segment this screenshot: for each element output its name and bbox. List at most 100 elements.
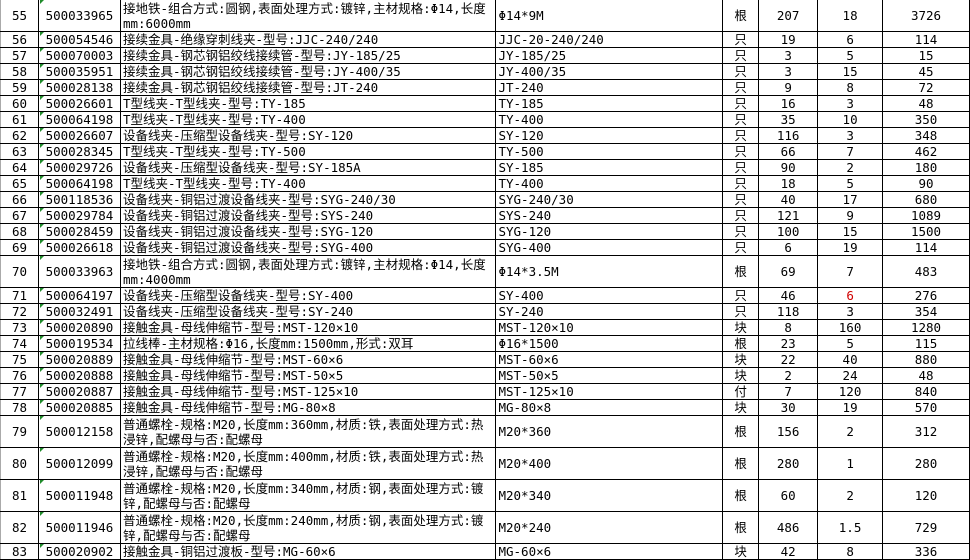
description-cell[interactable]: 普通螺栓-规格:M20,长度mm:240mm,材质:钢,表面处理方式:镀锌,配螺… — [119, 511, 497, 544]
unit-price-cell[interactable]: 2 — [817, 479, 884, 512]
row-number-cell[interactable]: 56 — [0, 31, 39, 48]
row-number-cell[interactable]: 65 — [0, 175, 39, 192]
unit-cell[interactable]: 只 — [722, 207, 760, 224]
description-cell[interactable]: T型线夹-T型线夹-型号:TY-400 — [119, 111, 497, 128]
material-code-cell[interactable]: 500020887 — [37, 383, 121, 400]
material-code-cell[interactable]: 500026618 — [37, 239, 121, 256]
unit-cell[interactable]: 只 — [722, 223, 760, 240]
spec-cell[interactable]: SY-120 — [495, 127, 724, 144]
description-cell[interactable]: 接地铁-组合方式:圆钢,表面处理方式:镀锌,主材规格:Φ14,长度mm:4000… — [119, 255, 497, 288]
description-cell[interactable]: 普通螺栓-规格:M20,长度mm:340mm,材质:钢,表面处理方式:镀锌,配螺… — [119, 479, 497, 512]
unit-price-cell[interactable]: 6 — [817, 31, 884, 48]
unit-price-cell[interactable]: 160 — [817, 319, 884, 336]
unit-cell[interactable]: 只 — [722, 31, 760, 48]
unit-price-cell[interactable]: 2 — [817, 159, 884, 176]
material-code-cell[interactable]: 500054546 — [37, 31, 121, 48]
total-cell[interactable]: 840 — [882, 383, 970, 400]
unit-cell[interactable]: 根 — [722, 415, 760, 448]
unit-cell[interactable]: 只 — [722, 111, 760, 128]
total-cell[interactable]: 114 — [882, 31, 970, 48]
total-cell[interactable]: 350 — [882, 111, 970, 128]
total-cell[interactable]: 115 — [882, 335, 970, 352]
material-code-cell[interactable]: 500064198 — [37, 111, 121, 128]
material-code-cell[interactable]: 500033963 — [37, 255, 121, 288]
row-number-cell[interactable]: 68 — [0, 223, 39, 240]
quantity-cell[interactable]: 100 — [758, 223, 819, 240]
spec-cell[interactable]: M20*360 — [495, 415, 724, 448]
total-cell[interactable]: 336 — [882, 543, 970, 560]
total-cell[interactable]: 90 — [882, 175, 970, 192]
quantity-cell[interactable]: 22 — [758, 351, 819, 368]
description-cell[interactable]: 接地铁-组合方式:圆钢,表面处理方式:镀锌,主材规格:Φ14,长度mm:6000… — [119, 0, 497, 32]
row-number-cell[interactable]: 72 — [0, 303, 39, 320]
quantity-cell[interactable]: 23 — [758, 335, 819, 352]
quantity-cell[interactable]: 66 — [758, 143, 819, 160]
total-cell[interactable]: 1500 — [882, 223, 970, 240]
row-number-cell[interactable]: 81 — [0, 479, 39, 512]
unit-price-cell[interactable]: 24 — [817, 367, 884, 384]
unit-cell[interactable]: 只 — [722, 159, 760, 176]
quantity-cell[interactable]: 7 — [758, 383, 819, 400]
spec-cell[interactable]: SYG-120 — [495, 223, 724, 240]
row-number-cell[interactable]: 60 — [0, 95, 39, 112]
material-code-cell[interactable]: 500029784 — [37, 207, 121, 224]
quantity-cell[interactable]: 35 — [758, 111, 819, 128]
total-cell[interactable]: 1089 — [882, 207, 970, 224]
quantity-cell[interactable]: 486 — [758, 511, 819, 544]
total-cell[interactable]: 570 — [882, 399, 970, 416]
spec-cell[interactable]: MST-125×10 — [495, 383, 724, 400]
row-number-cell[interactable]: 76 — [0, 367, 39, 384]
material-code-cell[interactable]: 500020902 — [37, 543, 121, 560]
description-cell[interactable]: T型线夹-T型线夹-型号:TY-400 — [119, 175, 497, 192]
row-number-cell[interactable]: 79 — [0, 415, 39, 448]
total-cell[interactable]: 48 — [882, 367, 970, 384]
spec-cell[interactable]: TY-500 — [495, 143, 724, 160]
unit-price-cell[interactable]: 3 — [817, 127, 884, 144]
quantity-cell[interactable]: 16 — [758, 95, 819, 112]
total-cell[interactable]: 120 — [882, 479, 970, 512]
quantity-cell[interactable]: 18 — [758, 175, 819, 192]
row-number-cell[interactable]: 82 — [0, 511, 39, 544]
description-cell[interactable]: 接续金具-钢芯钢铝绞线接续管-型号:JY-400/35 — [119, 63, 497, 80]
unit-cell[interactable]: 只 — [722, 63, 760, 80]
material-code-cell[interactable]: 500035951 — [37, 63, 121, 80]
material-code-cell[interactable]: 500032491 — [37, 303, 121, 320]
material-code-cell[interactable]: 500012099 — [37, 447, 121, 480]
quantity-cell[interactable]: 2 — [758, 367, 819, 384]
spec-cell[interactable]: SY-185 — [495, 159, 724, 176]
spec-cell[interactable]: SY-240 — [495, 303, 724, 320]
quantity-cell[interactable]: 3 — [758, 47, 819, 64]
unit-cell[interactable]: 只 — [722, 191, 760, 208]
material-code-cell[interactable]: 500064197 — [37, 287, 121, 304]
description-cell[interactable]: 接触金具-母线伸缩节-型号:MG-80×8 — [119, 399, 497, 416]
row-number-cell[interactable]: 62 — [0, 127, 39, 144]
spec-cell[interactable]: MG-80×8 — [495, 399, 724, 416]
unit-price-cell[interactable]: 40 — [817, 351, 884, 368]
material-code-cell[interactable]: 500028345 — [37, 143, 121, 160]
total-cell[interactable]: 880 — [882, 351, 970, 368]
total-cell[interactable]: 462 — [882, 143, 970, 160]
total-cell[interactable]: 15 — [882, 47, 970, 64]
unit-price-cell[interactable]: 8 — [817, 79, 884, 96]
unit-price-cell[interactable]: 5 — [817, 47, 884, 64]
material-code-cell[interactable]: 500026601 — [37, 95, 121, 112]
quantity-cell[interactable]: 90 — [758, 159, 819, 176]
spec-cell[interactable]: M20*340 — [495, 479, 724, 512]
unit-price-cell[interactable]: 18 — [817, 0, 884, 32]
material-code-cell[interactable]: 500028459 — [37, 223, 121, 240]
unit-price-cell[interactable]: 1 — [817, 447, 884, 480]
unit-price-cell[interactable]: 7 — [817, 255, 884, 288]
spec-cell[interactable]: Φ14*9M — [495, 0, 724, 32]
material-code-cell[interactable]: 500033965 — [37, 0, 121, 32]
row-number-cell[interactable]: 75 — [0, 351, 39, 368]
description-cell[interactable]: 普通螺栓-规格:M20,长度mm:360mm,材质:铁,表面处理方式:热浸锌,配… — [119, 415, 497, 448]
spec-cell[interactable]: MST-60×6 — [495, 351, 724, 368]
spec-cell[interactable]: TY-400 — [495, 175, 724, 192]
material-code-cell[interactable]: 500011948 — [37, 479, 121, 512]
material-code-cell[interactable]: 500026607 — [37, 127, 121, 144]
row-number-cell[interactable]: 67 — [0, 207, 39, 224]
unit-cell[interactable]: 根 — [722, 335, 760, 352]
total-cell[interactable]: 114 — [882, 239, 970, 256]
quantity-cell[interactable]: 19 — [758, 31, 819, 48]
spec-cell[interactable]: SYG-400 — [495, 239, 724, 256]
